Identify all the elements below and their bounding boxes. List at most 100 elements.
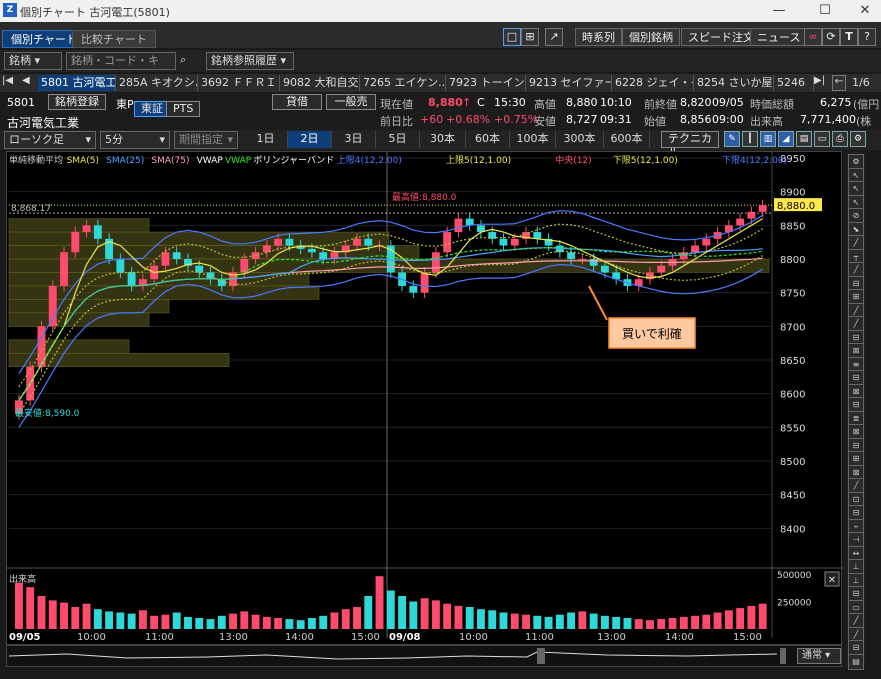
candle-body-43	[499, 238, 508, 246]
low-time: 09:31	[600, 113, 632, 126]
single-layout-icon[interactable]: □	[503, 28, 521, 46]
area-chart-icon[interactable]: ◢	[778, 131, 794, 147]
search-icon[interactable]: ⌕	[180, 53, 187, 66]
folder-icon[interactable]: ▭	[814, 131, 830, 147]
stock-tab-8[interactable]: 8254 さいか屋	[694, 75, 774, 91]
stock-tab-0[interactable]: 5801 古河電工	[38, 75, 116, 91]
maximize-button[interactable]: ☐	[819, 3, 831, 18]
first-page-icon[interactable]: |◀	[2, 75, 14, 86]
stock-tab-4[interactable]: 7265 エイケン...	[360, 75, 446, 91]
save-icon[interactable]: ▤	[796, 131, 812, 147]
candle-body-65	[747, 211, 756, 219]
stock-tab-6[interactable]: 9213 セイファート	[526, 75, 612, 91]
link-icon[interactable]: ∞	[804, 28, 822, 46]
period-button-4[interactable]: 30本	[420, 131, 466, 148]
candle-body-0	[15, 400, 23, 414]
period-button-0[interactable]: 1日	[244, 131, 288, 148]
stock-tab-2[interactable]: 3692 ＦＦＲＩ	[198, 75, 280, 91]
candle-body-2	[37, 326, 46, 367]
navigator-bar[interactable]: 通常 ▾	[6, 645, 842, 667]
candle-body-23	[274, 238, 283, 246]
candle-body-21	[251, 252, 260, 259]
volume-close-button[interactable]	[824, 571, 840, 587]
candle-body-59	[679, 252, 688, 259]
technical-button[interactable]: テクニカル	[661, 131, 719, 159]
period-button-1[interactable]: 2日	[288, 131, 332, 148]
period-button-8[interactable]: 600本	[604, 131, 650, 148]
market-tse-button[interactable]: 東証	[134, 101, 170, 117]
candle-body-55	[634, 279, 643, 286]
close-button[interactable]: ✕	[859, 3, 871, 18]
help-icon[interactable]: ?	[858, 28, 876, 46]
volume-bar-34	[398, 596, 407, 629]
candle-icon[interactable]: ▥	[760, 131, 776, 147]
settings-icon[interactable]: ⚙	[850, 131, 866, 147]
timeseries-button[interactable]: 時系列	[575, 28, 622, 46]
drawing-tool-2-icon[interactable]: ↖	[848, 181, 864, 197]
tab-compare-chart[interactable]: 比較チャート	[72, 30, 156, 48]
price-chart[interactable]: 8950 8900 8850 8800 8750 8700 8650 8600 8550 8500…	[7, 152, 843, 646]
period-button-3[interactable]: 5日	[376, 131, 420, 148]
refresh-icon[interactable]: ⟳	[822, 28, 840, 46]
period-button-7[interactable]: 300本	[556, 131, 604, 148]
candle-body-52	[600, 265, 609, 273]
chart-type-select[interactable]: ローソク足 ▾	[4, 131, 96, 149]
legend-item-5: VWAP	[225, 156, 252, 166]
candle-body-63	[724, 225, 733, 233]
minimize-button[interactable]: —	[772, 3, 786, 18]
drawing-tool-30-icon[interactable]: ⊥	[848, 559, 864, 575]
period-button-5[interactable]: 60本	[466, 131, 510, 148]
next-page-icon[interactable]: ▶|	[814, 75, 826, 86]
navigator-mode-select[interactable]: 通常 ▾	[797, 648, 841, 664]
prev-page-icon[interactable]: ◀	[22, 75, 30, 86]
callout-text: 買いで利確	[622, 326, 682, 341]
candle-body-38	[443, 232, 452, 253]
candle-body-50	[578, 259, 587, 260]
current-time: 15:30	[494, 96, 526, 109]
ruler-icon[interactable]: ┃	[742, 131, 758, 147]
volume-bar-13	[161, 614, 170, 629]
volume-bar-11	[138, 610, 147, 629]
volume-bar-39	[454, 605, 463, 629]
stock-tab-9[interactable]: 5246	[774, 75, 814, 91]
candle-body-6	[82, 225, 91, 233]
register-stock-button[interactable]: 銘柄登録	[48, 94, 106, 110]
news-button[interactable]: ニュース	[750, 28, 808, 46]
chart-area[interactable]: 8950 8900 8850 8800 8750 8700 8650 8600 8550 8500…	[6, 151, 843, 646]
speed-order-button[interactable]: スピード注文	[681, 28, 761, 46]
volume-bar-33	[386, 590, 395, 629]
interval-select[interactable]: 5分 ▾	[100, 131, 170, 149]
candle-body-42	[488, 232, 497, 239]
stock-tab-7[interactable]: 6228 ジェイ・イ...	[612, 75, 694, 91]
stock-tab-5[interactable]: 7923 トーイン	[446, 75, 526, 91]
text-icon[interactable]: T	[840, 28, 858, 46]
volume-bar-59	[679, 616, 688, 629]
drawing-tool-7-icon[interactable]: ┬	[848, 248, 864, 265]
legend-item-0: 単純移動平均	[9, 154, 63, 166]
prev-close-label: 前終値	[644, 98, 677, 111]
pts-button[interactable]: PTS	[166, 101, 201, 117]
period-button-6[interactable]: 100本	[510, 131, 556, 148]
y-tick-2: 8850	[780, 221, 805, 232]
type-select[interactable]: 銘柄 ▾	[4, 52, 62, 70]
volume-bar-16	[195, 618, 204, 629]
grid-layout-icon[interactable]: ⊞	[521, 28, 539, 46]
individual-stock-button[interactable]: 個別銘柄	[622, 28, 680, 46]
draw-line-icon[interactable]: ↗	[545, 28, 563, 46]
search-input[interactable]: 銘柄・コード・キー...	[66, 52, 176, 83]
high-label: 高値	[534, 98, 556, 111]
drawing-tool-37-icon[interactable]: ▤	[848, 653, 864, 670]
y-tick-7: 8600	[780, 390, 805, 401]
legend-item-10: 下限5(12,1.00)	[613, 155, 678, 166]
period-select[interactable]: 期間指定 ▾	[174, 131, 238, 149]
history-select[interactable]: 銘柄参照履歴 ▾	[206, 52, 294, 70]
drawing-tool-27-icon[interactable]: ⌁	[848, 518, 864, 535]
back-arrow-icon[interactable]: ←	[832, 75, 846, 91]
period-button-2[interactable]: 3日	[332, 131, 376, 148]
stock-tab-3[interactable]: 9082 大和自交	[280, 75, 360, 91]
volume-bar-44	[510, 613, 519, 629]
stock-tab-1[interactable]: 285A キオクシ...	[116, 75, 198, 91]
stock-code: 5801	[7, 96, 35, 109]
pen-icon[interactable]: ✎	[724, 131, 740, 147]
print-icon[interactable]: ⎙	[832, 131, 848, 147]
